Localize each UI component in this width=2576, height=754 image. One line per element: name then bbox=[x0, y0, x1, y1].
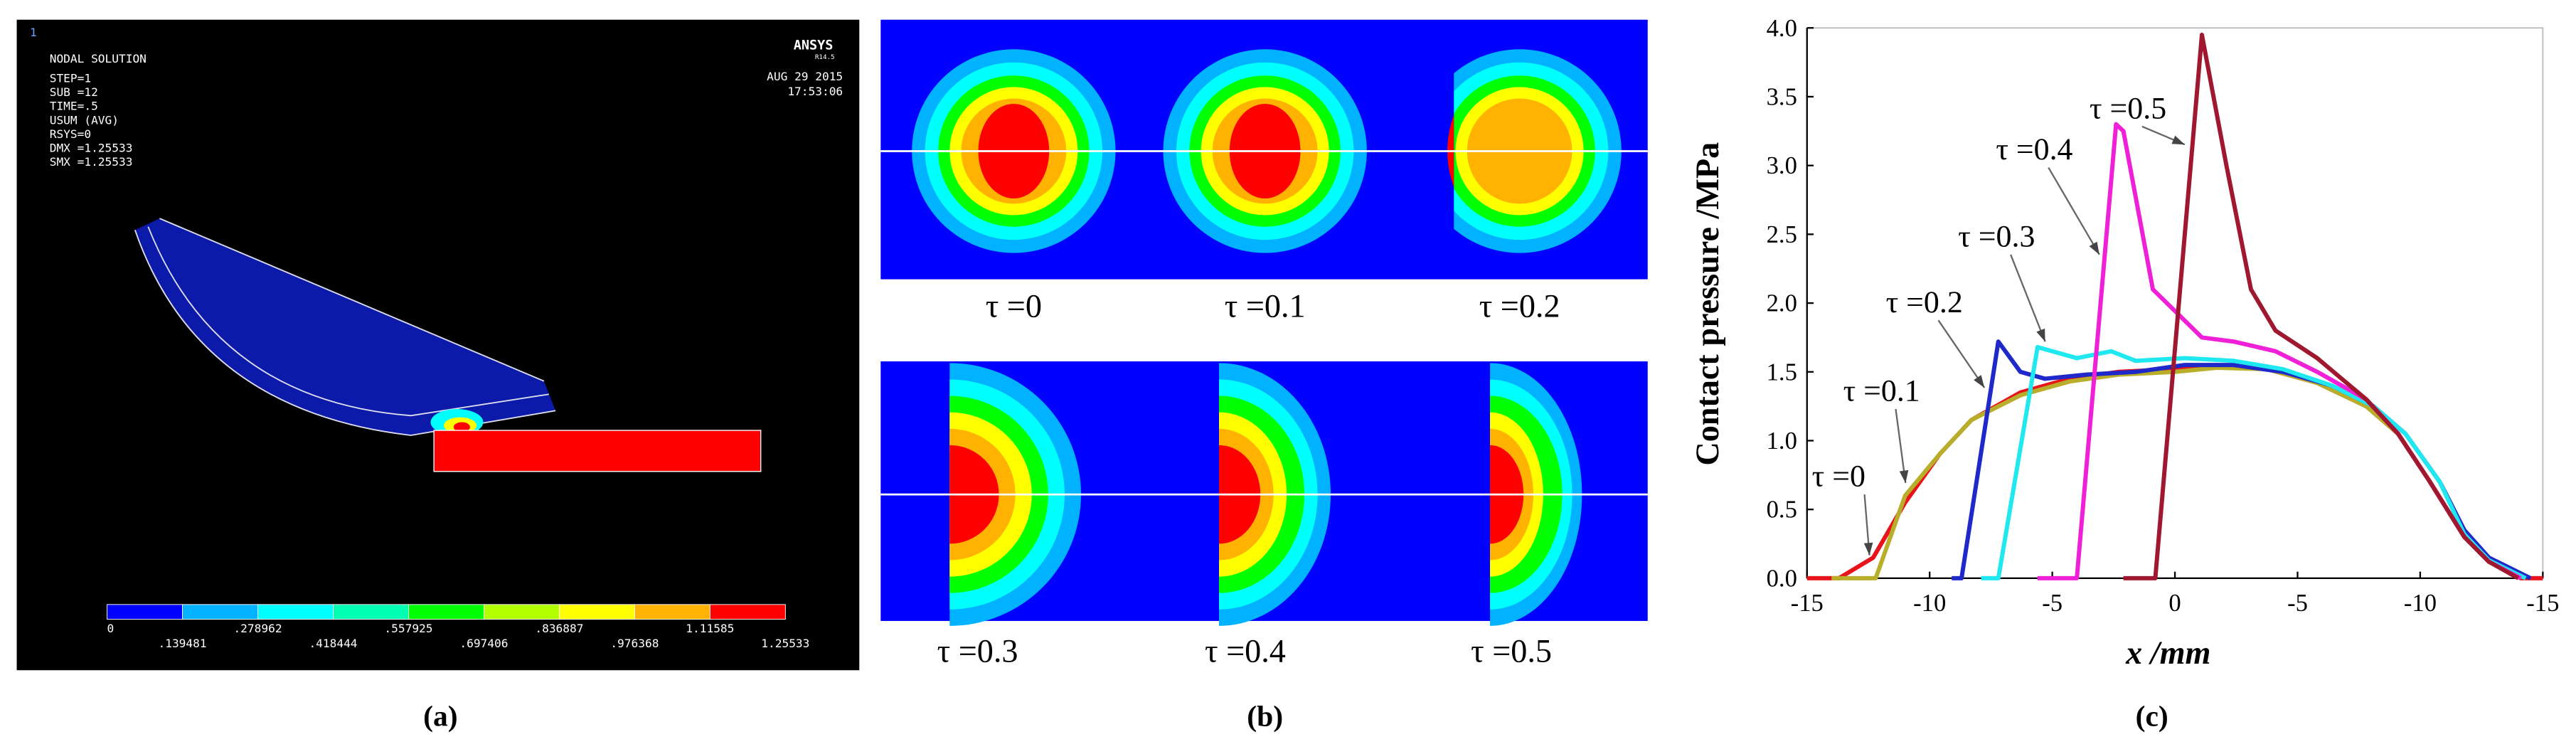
legend-swatch bbox=[483, 604, 560, 620]
info-line: DMX =1.25533 bbox=[50, 142, 133, 155]
x-tick-label: -10 bbox=[1913, 590, 1946, 617]
legend-label: .139481 bbox=[158, 637, 206, 650]
legend-swatch bbox=[634, 604, 710, 620]
legend-swatch bbox=[709, 604, 786, 620]
y-tick-label: 1.5 bbox=[1767, 359, 1797, 386]
legend-swatch bbox=[333, 604, 409, 620]
shell-edge bbox=[134, 230, 556, 436]
legend-swatch bbox=[558, 604, 635, 620]
caption: (c) bbox=[2136, 700, 2168, 733]
series-line bbox=[2123, 32, 2520, 580]
series-annotation: τ =0.4 bbox=[1996, 132, 2072, 166]
color-legend: 0 .139481 .278962 .418444 .557925 .697406 .836… bbox=[107, 604, 809, 650]
legend-label: .278962 bbox=[233, 622, 282, 635]
annotation-arrow bbox=[2048, 166, 2100, 255]
legend-label: .976368 bbox=[610, 637, 659, 650]
series-annotation: τ =0.5 bbox=[2090, 91, 2166, 125]
annotation-arrowhead bbox=[1974, 375, 1985, 388]
annotation-arrow bbox=[2010, 254, 2046, 342]
legend-swatch bbox=[182, 604, 258, 620]
contact-spot bbox=[453, 422, 470, 432]
info-line: SUB =12 bbox=[50, 85, 98, 99]
legend-swatch bbox=[257, 604, 334, 620]
version: R14.5 bbox=[815, 53, 835, 61]
annotation-arrowhead bbox=[2089, 241, 2099, 255]
x-tick-label: 0 bbox=[2168, 590, 2181, 617]
legend-label: 0 bbox=[107, 622, 115, 635]
tau-label: τ =0.2 bbox=[1479, 288, 1560, 324]
legend-swatch bbox=[408, 604, 484, 620]
annotation-arrow bbox=[1895, 408, 1907, 484]
tau-label: τ =0.5 bbox=[1471, 633, 1552, 669]
x-tick-label: -5 bbox=[2287, 590, 2308, 617]
caption: (a) bbox=[423, 700, 457, 733]
y-axis-label: Contact pressure /MPa bbox=[1689, 142, 1725, 466]
annotation-arrowhead bbox=[2171, 135, 2185, 145]
brand: ANSYS bbox=[794, 38, 834, 53]
window-index: 1 bbox=[30, 26, 37, 39]
series-annotation: τ =0.1 bbox=[1843, 373, 1920, 408]
date: AUG 29 2015 bbox=[767, 70, 843, 83]
legend-label: 1.11585 bbox=[686, 622, 734, 635]
x-tick-label: -5 bbox=[2042, 590, 2063, 617]
tau-label: τ =0 bbox=[986, 288, 1042, 324]
series-line bbox=[1952, 339, 2532, 580]
shell-edge bbox=[159, 218, 545, 382]
x-tick-label: -10 bbox=[2404, 590, 2437, 617]
shell-edge bbox=[147, 226, 549, 417]
caption: (b) bbox=[1247, 700, 1283, 733]
y-tick-label: 3.5 bbox=[1767, 84, 1797, 111]
y-tick-label: 3.0 bbox=[1767, 152, 1797, 179]
info-line: TIME=.5 bbox=[50, 100, 98, 113]
time: 17:53:06 bbox=[787, 85, 843, 98]
series-annotation: τ =0.2 bbox=[1886, 285, 1963, 319]
legend-swatch bbox=[107, 604, 183, 620]
series-line bbox=[1831, 365, 2522, 580]
legend-label: .836887 bbox=[535, 622, 583, 635]
annotation-arrow bbox=[1937, 319, 1986, 388]
info-line: STEP=1 bbox=[50, 71, 91, 85]
x-tick-label: -15 bbox=[1791, 590, 1824, 617]
tau-label: τ =0.4 bbox=[1205, 633, 1286, 669]
y-tick-label: 2.5 bbox=[1767, 221, 1797, 248]
series-line bbox=[1981, 344, 2527, 580]
tau-label: τ =0.1 bbox=[1225, 288, 1306, 324]
shell bbox=[134, 218, 556, 436]
legend-label: 1.25533 bbox=[761, 637, 809, 650]
legend-label: .418444 bbox=[309, 637, 357, 650]
y-tick-label: 0.0 bbox=[1767, 565, 1797, 592]
info-line: RSYS=0 bbox=[50, 127, 91, 141]
annotation-arrowhead bbox=[1899, 469, 1909, 483]
info-line: USUM (AVG) bbox=[50, 113, 119, 127]
annotation-arrowhead bbox=[2036, 328, 2045, 342]
heading: NODAL SOLUTION bbox=[50, 52, 147, 65]
info-line: SMX =1.25533 bbox=[50, 155, 133, 169]
x-axis-label: x /mm bbox=[2125, 634, 2210, 671]
annotation-arrowhead bbox=[1863, 542, 1873, 556]
contours bbox=[912, 43, 1622, 626]
legend-label: .557925 bbox=[384, 622, 432, 635]
series-annotation: τ =0 bbox=[1812, 460, 1866, 494]
x-tick-label: -15 bbox=[2526, 590, 2559, 617]
shell-body bbox=[134, 218, 556, 435]
y-tick-label: 0.5 bbox=[1767, 497, 1797, 524]
legend-label: .697406 bbox=[459, 637, 508, 650]
tau-label: τ =0.3 bbox=[937, 633, 1018, 669]
y-tick-label: 4.0 bbox=[1767, 15, 1797, 42]
y-tick-label: 2.0 bbox=[1767, 290, 1797, 317]
y-tick-label: 1.0 bbox=[1767, 428, 1797, 455]
series-annotation: τ =0.3 bbox=[1958, 219, 2035, 253]
block bbox=[433, 430, 762, 472]
